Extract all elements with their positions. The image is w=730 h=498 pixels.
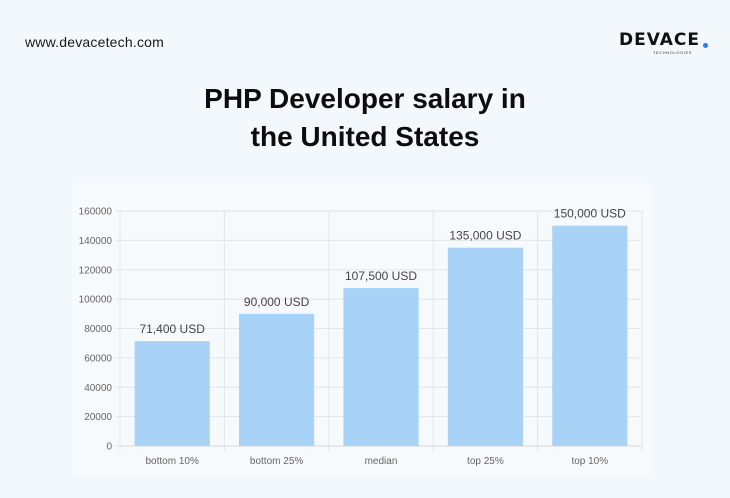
chart-panel: 0 20000 40000 60000 80000 100000 120000 140000 1… bbox=[72, 183, 652, 475]
bar-value-label: 107,500 USD bbox=[345, 269, 417, 283]
bar-value-label: 150,000 USD bbox=[554, 207, 626, 221]
x-tick-label: bottom 25% bbox=[250, 456, 303, 467]
x-tick-label: median bbox=[365, 456, 398, 467]
logo-dot-icon bbox=[703, 43, 708, 48]
y-tick-label: 100000 bbox=[79, 295, 113, 306]
y-tick-label: 140000 bbox=[79, 236, 113, 247]
salary-bar-chart: 0 20000 40000 60000 80000 100000 120000 140000 1… bbox=[79, 207, 643, 467]
bar bbox=[239, 313, 315, 446]
logo-subtext: TECHNOLOGIES bbox=[653, 50, 692, 55]
x-tick-label: top 25% bbox=[467, 456, 504, 467]
y-tick-label: 40000 bbox=[84, 383, 112, 394]
bar bbox=[447, 247, 523, 446]
title-line-2: the United States bbox=[250, 121, 480, 152]
site-url[interactable]: www.devacetech.com bbox=[25, 34, 164, 50]
y-tick-label: 120000 bbox=[79, 265, 113, 276]
bar bbox=[134, 341, 210, 446]
page-title: PHP Developer salary in the United State… bbox=[0, 80, 730, 156]
y-tick-label: 80000 bbox=[84, 324, 112, 335]
bar-value-label: 71,400 USD bbox=[140, 322, 206, 336]
y-tick-label: 160000 bbox=[79, 207, 113, 218]
title-line-1: PHP Developer salary in bbox=[204, 83, 526, 114]
bar-value-label: 90,000 USD bbox=[244, 295, 310, 309]
y-tick-label: 0 bbox=[106, 442, 112, 453]
x-tick-label: bottom 10% bbox=[146, 456, 199, 467]
bar-value-label: 135,000 USD bbox=[449, 229, 521, 243]
logo-text: DEVACE bbox=[619, 30, 700, 50]
y-tick-label: 20000 bbox=[84, 412, 112, 423]
bar bbox=[343, 288, 419, 446]
y-tick-label: 60000 bbox=[84, 353, 112, 364]
bar bbox=[552, 225, 628, 446]
devace-logo: DEVACE TECHNOLOGIES bbox=[619, 30, 711, 56]
x-tick-label: top 10% bbox=[571, 456, 608, 467]
